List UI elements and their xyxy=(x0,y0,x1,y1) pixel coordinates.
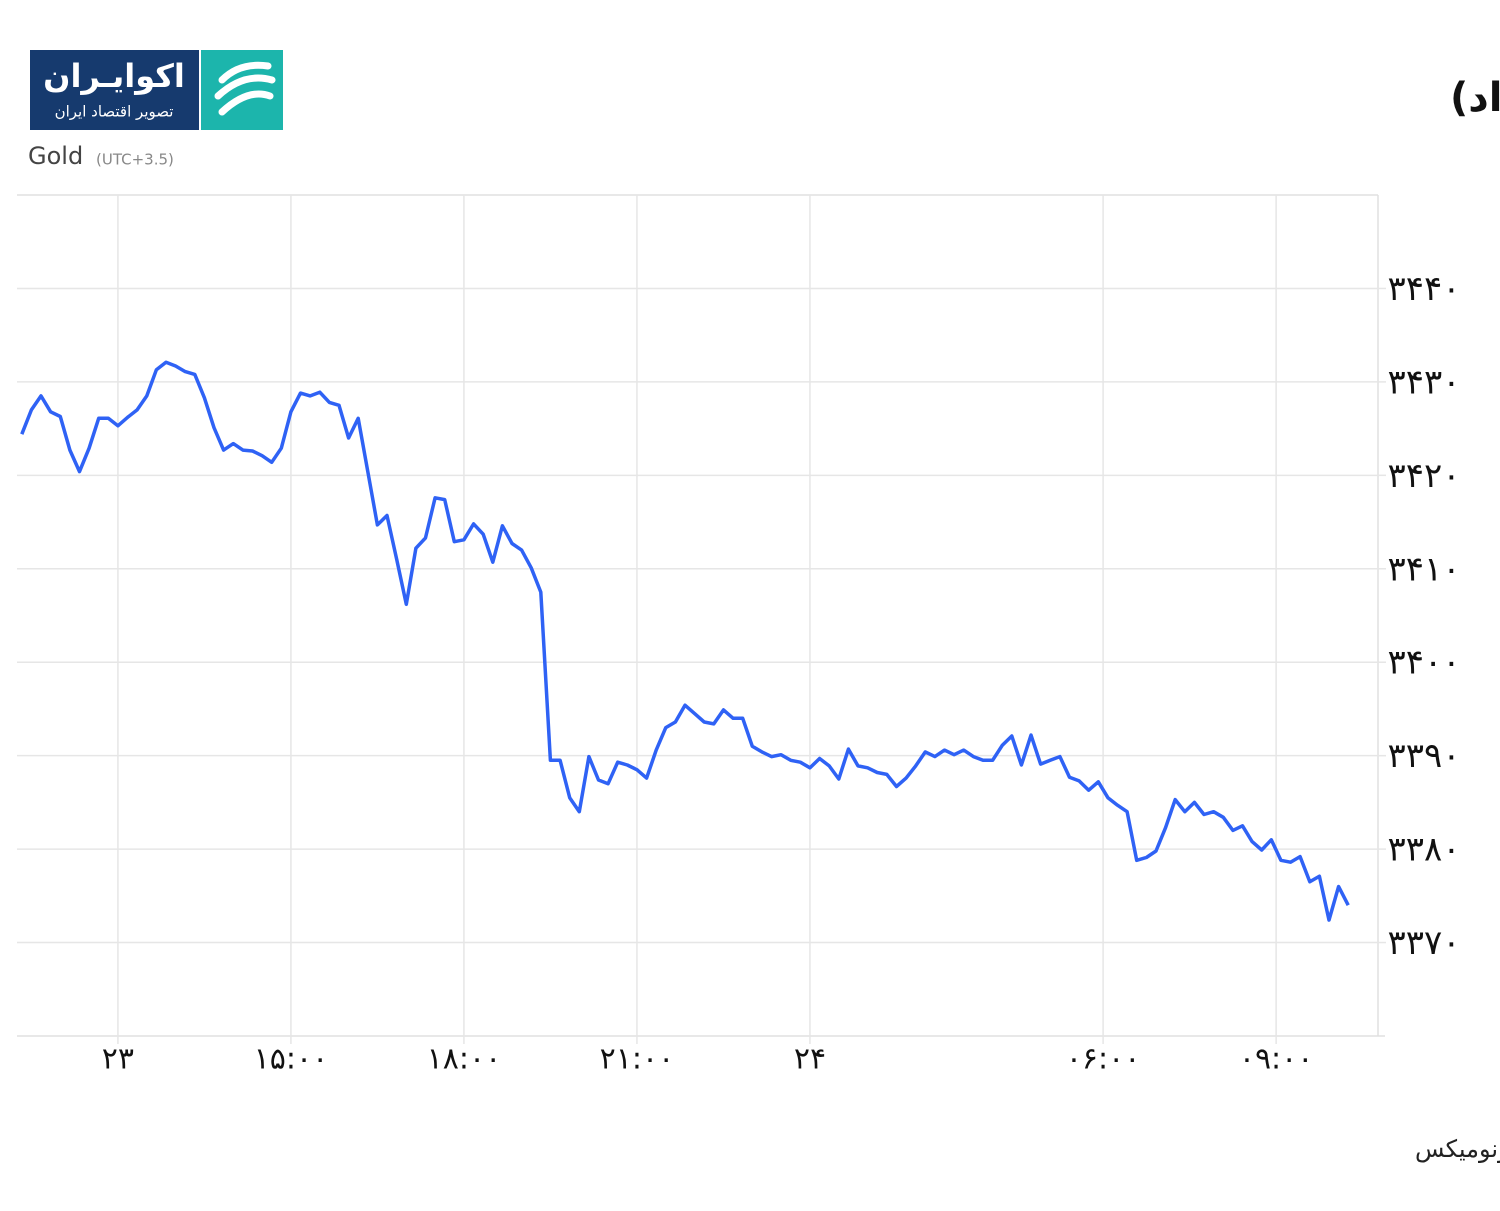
y-tick-label: ۳۳۷۰ xyxy=(1387,923,1460,963)
y-tick-label: ۳۴۴۰ xyxy=(1387,269,1460,309)
x-tick-label: ۰۹:۰۰ xyxy=(1239,1042,1314,1077)
logo-icon xyxy=(214,61,276,116)
logo: اکوایـران تصویر اقتصاد ایران xyxy=(30,50,283,130)
timezone: (UTC+3.5) xyxy=(96,151,174,169)
y-tick-label: ۳۴۲۰ xyxy=(1387,456,1460,496)
y-tick-label: ۳۳۹۰ xyxy=(1387,736,1460,776)
x-tick-label: ۲۱:۰۰ xyxy=(600,1042,675,1077)
x-tick-label: ۱۵:۰۰ xyxy=(254,1042,329,1077)
logo-box xyxy=(30,50,199,130)
chart-title: روند طلای جهانی(۲ مرداد) xyxy=(1450,75,1500,121)
logo-name: اکوایـران xyxy=(43,57,185,95)
source: منبع: تریدینگ اکونومیکس xyxy=(1415,1135,1500,1163)
price-line xyxy=(20,360,1350,922)
plot: ۳۳۷۰ ۳۳۸۰ ۳۳۹۰ ۳۴۰۰ ۳۴۱۰ ۳۴۲۰ ۳۴۳۰ ۳۴۴۰ ۲۳ ۱۵:۰۰ ۱… xyxy=(17,195,1461,1077)
x-tick-label: ۲۳ xyxy=(102,1042,134,1077)
y-tick-label: ۳۴۰۰ xyxy=(1387,643,1460,683)
y-tick-label: ۳۴۳۰ xyxy=(1387,362,1460,402)
y-tick-label: ۳۳۸۰ xyxy=(1387,830,1460,870)
x-tick-label: ۲۴ xyxy=(794,1042,826,1077)
x-tick-label: ۱۸:۰۰ xyxy=(427,1042,502,1077)
series-label: Gold xyxy=(28,142,83,170)
y-tick-label: ۳۴۱۰ xyxy=(1387,549,1460,589)
logo-tagline: تصویر اقتصاد ایران xyxy=(55,103,174,121)
x-tick-label: ۰۶:۰۰ xyxy=(1066,1042,1141,1077)
logo-icon-box xyxy=(201,50,283,130)
